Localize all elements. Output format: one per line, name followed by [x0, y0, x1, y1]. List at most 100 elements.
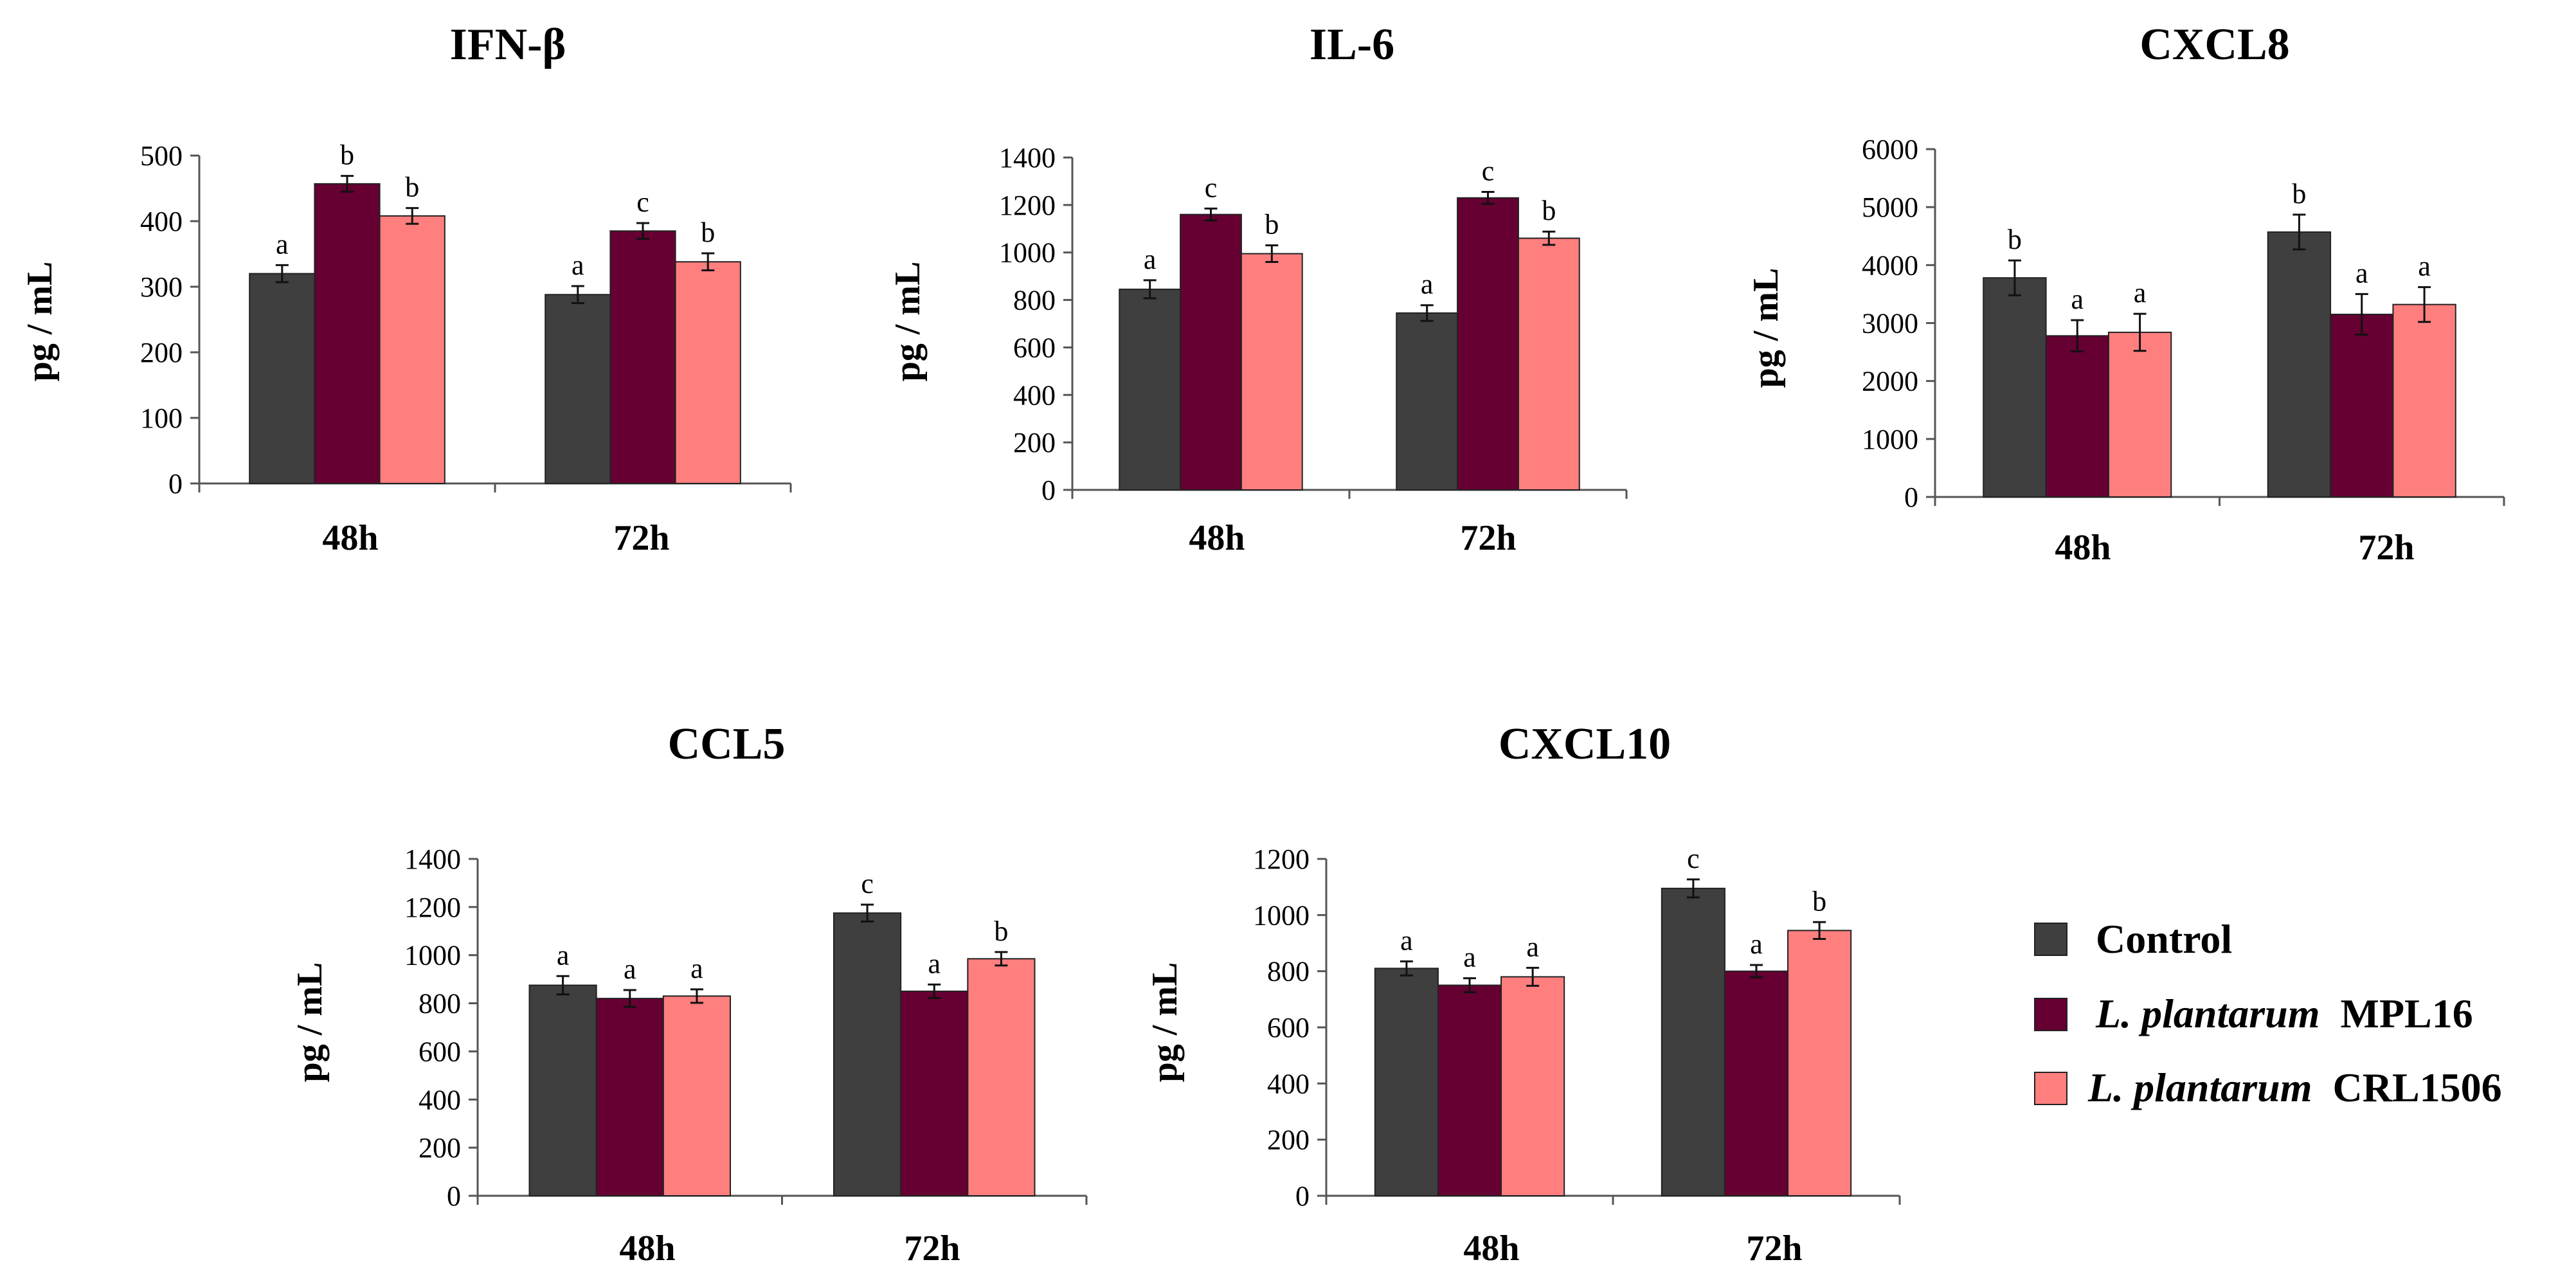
bar: [1437, 984, 1502, 1196]
legend-strain-mpl16: MPL16: [2341, 991, 2473, 1036]
y-tick-label: 5000: [1862, 192, 1918, 223]
chart-panel-cxcl8: CXCL8 pg / mL 48h 72h 0 1000 2000 3000 4000 5…: [1746, 20, 2505, 568]
legend-swatch-mpl16: [2034, 998, 2067, 1031]
y-axis-label: pg / mL: [1746, 268, 1786, 388]
y-tick-label: 400: [1267, 1068, 1310, 1099]
y-tick-label: 600: [419, 1036, 461, 1067]
y-tick-label: 200: [140, 337, 183, 368]
y-tick-label: 3000: [1862, 308, 1918, 339]
legend-swatch-crl1506: [2034, 1072, 2067, 1105]
y-tick-label: 500: [140, 140, 183, 172]
bar: [967, 958, 1036, 1197]
significance-letter: a: [2134, 277, 2147, 309]
bar: [674, 261, 741, 484]
x-category-label: 48h: [322, 518, 378, 558]
significance-letter: b: [701, 217, 715, 248]
y-tick-label: 4000: [1862, 249, 1918, 281]
legend-strain-crl1506: CRL1506: [2333, 1065, 2502, 1110]
bar: [900, 990, 969, 1197]
bar: [1396, 312, 1459, 491]
x-category-label: 72h: [904, 1229, 960, 1268]
x-category-label: 72h: [1746, 1229, 1802, 1268]
significance-letter: b: [1542, 195, 1556, 226]
chart-legend: Control L. plantarum MPL16 L. plantarum …: [2034, 916, 2502, 1110]
y-tick-label: 1200: [1253, 843, 1310, 875]
y-tick-label: 0: [168, 468, 183, 500]
significance-letter: c: [1687, 843, 1700, 874]
y-tick-label: 6000: [1862, 134, 1918, 165]
significance-letter: a: [1463, 942, 1476, 973]
significance-letter: c: [1205, 172, 1218, 203]
bar: [1787, 930, 1852, 1196]
significance-letter: b: [405, 172, 419, 203]
significance-letter: b: [1812, 885, 1826, 917]
chart-title: CXCL10: [1499, 719, 1671, 769]
significance-letter: a: [1750, 928, 1763, 960]
bar: [2330, 313, 2394, 498]
chart-title: IFN-β: [450, 20, 566, 69]
bar: [2107, 331, 2172, 498]
y-tick-label: 1000: [404, 940, 461, 971]
legend-species-crl1506: L. plantarum: [2087, 1065, 2312, 1110]
significance-letter: a: [1144, 244, 1157, 275]
bar: [1661, 887, 1725, 1196]
chart-panel-ifn-beta: IFN-β pg / mL 48h 72h 0 100 200 300 400 500 a b…: [20, 20, 792, 558]
significance-letter: a: [2418, 251, 2431, 282]
x-category-label: 72h: [2358, 528, 2414, 568]
significance-letter: b: [2292, 178, 2306, 210]
legend-label-mpl16: L. plantarum MPL16: [2095, 991, 2473, 1036]
bar: [2045, 335, 2109, 498]
y-tick-label: 800: [1267, 956, 1310, 987]
significance-letter: b: [994, 915, 1008, 947]
y-tick-label: 1400: [404, 843, 461, 875]
significance-letter: c: [1482, 156, 1495, 187]
bar: [2392, 303, 2456, 498]
chart-panel-ccl5: CCL5 pg / mL 48h 72h 0 200 400 600 800 1000 12…: [290, 719, 1088, 1268]
chart-panel-il-6: IL-6 pg / mL 48h 72h 0 200 400 600 800 1000 12…: [888, 20, 1628, 558]
chart-title: CXCL8: [2139, 20, 2289, 69]
y-tick-label: 1200: [999, 190, 1056, 221]
bar: [1724, 970, 1789, 1196]
legend-label-crl1506: L. plantarum CRL1506: [2087, 1065, 2502, 1110]
y-tick-label: 0: [1295, 1180, 1310, 1212]
bar: [528, 984, 597, 1196]
significance-letter: a: [572, 249, 584, 281]
significance-letter: a: [690, 953, 703, 984]
y-tick-label: 200: [1267, 1124, 1310, 1156]
y-tick-label: 1200: [404, 892, 461, 923]
y-axis-label: pg / mL: [20, 262, 60, 382]
y-tick-label: 0: [1904, 482, 1918, 513]
bar: [545, 294, 611, 484]
y-tick-label: 600: [1013, 332, 1056, 363]
x-category-label: 48h: [1189, 518, 1245, 558]
bar: [1500, 976, 1565, 1197]
bar: [595, 998, 664, 1196]
y-axis-label: pg / mL: [1145, 962, 1185, 1083]
bar: [1180, 213, 1242, 491]
x-category-label: 48h: [2055, 528, 2111, 568]
bar: [609, 230, 676, 484]
y-tick-label: 200: [419, 1132, 461, 1164]
legend-label-control: Control: [2096, 916, 2232, 962]
significance-letter: a: [2355, 257, 2368, 289]
y-tick-label: 400: [1013, 379, 1056, 411]
bar: [2267, 231, 2332, 498]
bar: [662, 995, 732, 1197]
y-tick-label: 1000: [1862, 424, 1918, 455]
y-tick-label: 1000: [1253, 899, 1310, 931]
significance-letter: a: [1400, 924, 1413, 956]
x-category-label: 72h: [613, 518, 669, 558]
y-tick-label: 800: [419, 988, 461, 1020]
bar: [1457, 197, 1519, 491]
x-category-label: 48h: [1463, 1229, 1519, 1268]
y-tick-label: 1400: [999, 142, 1056, 174]
bar: [1374, 968, 1439, 1197]
legend-swatch-control: [2034, 923, 2067, 956]
y-tick-label: 0: [447, 1180, 461, 1212]
y-tick-label: 100: [140, 402, 183, 434]
y-tick-label: 200: [1013, 427, 1056, 458]
y-tick-label: 600: [1267, 1012, 1310, 1043]
bar: [379, 215, 446, 484]
bar: [1983, 277, 2047, 498]
